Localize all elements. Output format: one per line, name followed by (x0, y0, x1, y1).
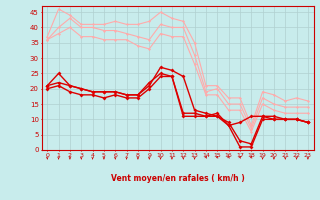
X-axis label: Vent moyen/en rafales ( km/h ): Vent moyen/en rafales ( km/h ) (111, 174, 244, 183)
